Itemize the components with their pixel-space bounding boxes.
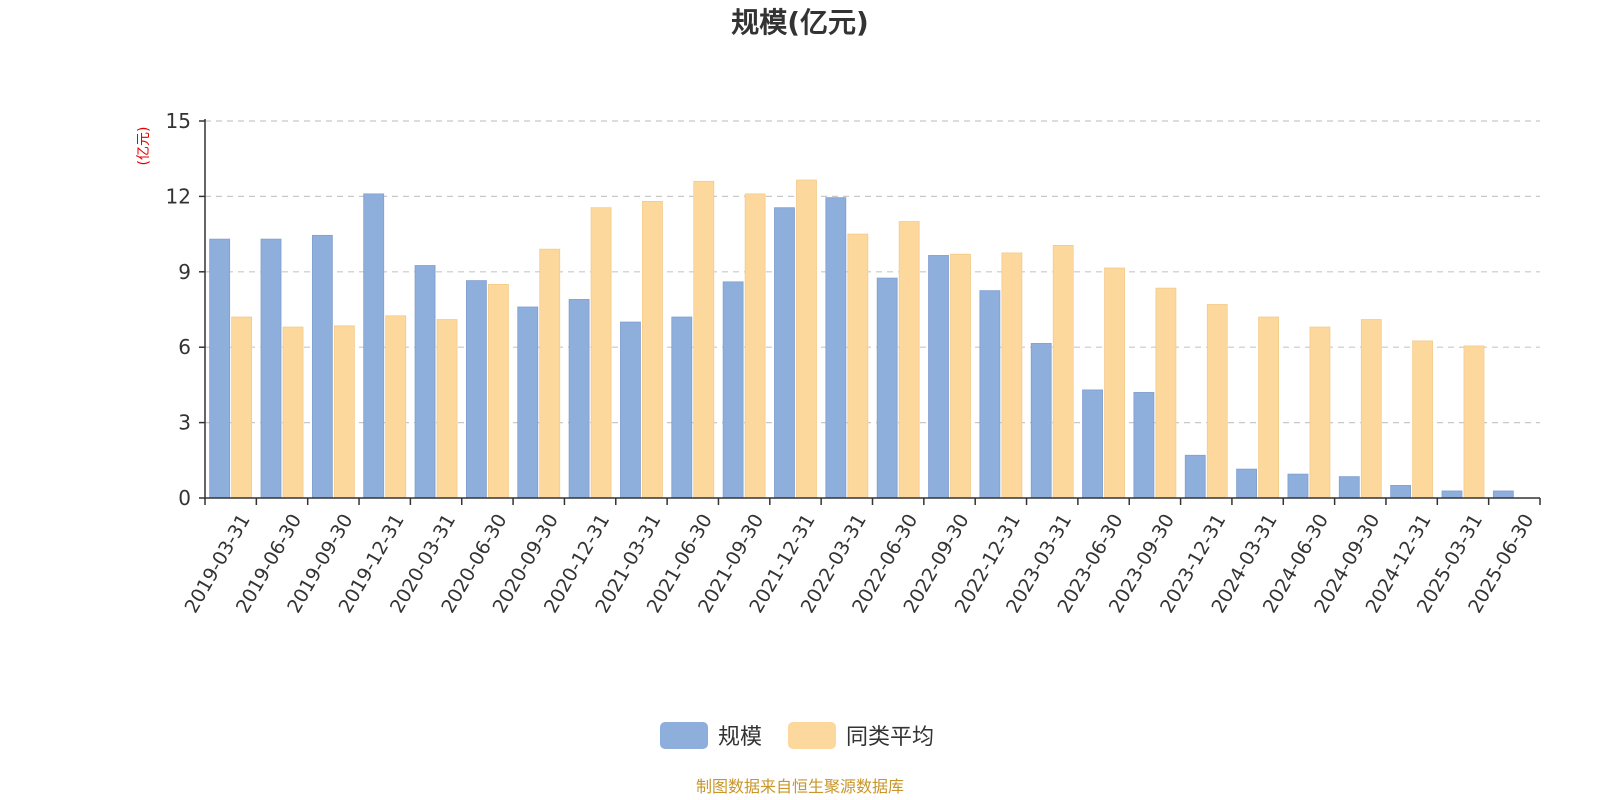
bar-peer-average[interactable]: [282, 326, 304, 499]
bar-peer-average[interactable]: [1258, 316, 1279, 499]
bar-scale[interactable]: [1441, 490, 1463, 499]
bar-peer-average[interactable]: [1155, 287, 1177, 499]
bar-scale[interactable]: [722, 281, 744, 499]
bar-scale[interactable]: [928, 255, 949, 499]
y-axis-unit: (亿元): [136, 127, 152, 166]
bar-scale[interactable]: [1287, 473, 1309, 499]
axes: [199, 119, 1541, 505]
data-source-note: 制图数据来自恒生聚源数据库: [696, 777, 904, 796]
y-tick-labels: 0 3 6 9 12 15: [166, 109, 191, 510]
bar-scale[interactable]: [1133, 392, 1155, 499]
bar-peer-average[interactable]: [1463, 345, 1485, 499]
bar-scale[interactable]: [671, 316, 693, 499]
bar-peer-average[interactable]: [1309, 326, 1331, 499]
bar-scale[interactable]: [209, 238, 231, 499]
bar-scale[interactable]: [979, 290, 1001, 499]
bar-scale[interactable]: [1390, 485, 1412, 499]
bar-scale[interactable]: [363, 193, 385, 499]
bar-peer-average[interactable]: [1412, 340, 1434, 499]
bar-scale[interactable]: [1082, 389, 1103, 499]
bar-scale[interactable]: [1030, 343, 1052, 499]
bar-scale[interactable]: [517, 306, 539, 499]
bar-peer-average[interactable]: [488, 283, 509, 499]
y-tick-label: 6: [178, 335, 191, 359]
legend-item-peer-average[interactable]: 同类平均: [788, 722, 934, 750]
bar-scale[interactable]: [620, 321, 641, 499]
bar-scale[interactable]: [876, 277, 898, 499]
bar-scale[interactable]: [1184, 454, 1206, 499]
bar-peer-average[interactable]: [1206, 304, 1228, 499]
bar-peer-average[interactable]: [333, 325, 355, 499]
bars: [209, 179, 1514, 499]
bar-scale[interactable]: [1492, 490, 1514, 499]
bar-scale[interactable]: [774, 207, 795, 499]
bar-scale[interactable]: [260, 238, 282, 499]
bar-peer-average[interactable]: [1104, 267, 1125, 499]
y-tick-label: 3: [178, 411, 191, 435]
bar-peer-average[interactable]: [847, 233, 869, 499]
bar-peer-average[interactable]: [231, 316, 253, 499]
x-tick-labels: 2019-03-312019-06-302019-09-302019-12-31…: [181, 510, 1539, 617]
bar-scale[interactable]: [825, 197, 847, 499]
bar-peer-average[interactable]: [693, 180, 715, 499]
bar-peer-average[interactable]: [1052, 245, 1074, 499]
bar-peer-average[interactable]: [539, 248, 561, 499]
y-tick-label: 9: [178, 260, 191, 284]
y-tick-label: 12: [166, 184, 191, 208]
legend: 规模 同类平均: [660, 722, 934, 750]
bar-scale[interactable]: [1236, 468, 1257, 499]
bar-peer-average[interactable]: [590, 207, 612, 499]
bar-peer-average[interactable]: [1001, 252, 1023, 499]
legend-item-scale[interactable]: 规模: [660, 722, 762, 750]
chart-title: 规模(亿元): [731, 6, 869, 39]
bar-peer-average[interactable]: [1360, 319, 1382, 499]
bar-peer-average[interactable]: [898, 221, 920, 499]
bar-scale[interactable]: [466, 280, 487, 499]
legend-label-scale: 规模: [718, 725, 762, 750]
bar-peer-average[interactable]: [642, 201, 663, 499]
bar-peer-average[interactable]: [950, 253, 971, 499]
y-tick-label: 0: [178, 486, 191, 510]
bar-scale[interactable]: [414, 265, 436, 499]
bar-scale[interactable]: [1338, 476, 1360, 499]
bar-scale[interactable]: [568, 299, 590, 499]
legend-swatch-scale: [660, 722, 708, 749]
bar-peer-average[interactable]: [436, 319, 458, 499]
legend-swatch-peer-average: [788, 722, 836, 749]
y-tick-label: 15: [166, 109, 191, 133]
bar-scale[interactable]: [311, 234, 333, 499]
bar-peer-average[interactable]: [385, 315, 407, 499]
legend-label-peer-average: 同类平均: [846, 725, 934, 750]
bar-peer-average[interactable]: [796, 179, 817, 499]
bar-peer-average[interactable]: [744, 193, 766, 499]
